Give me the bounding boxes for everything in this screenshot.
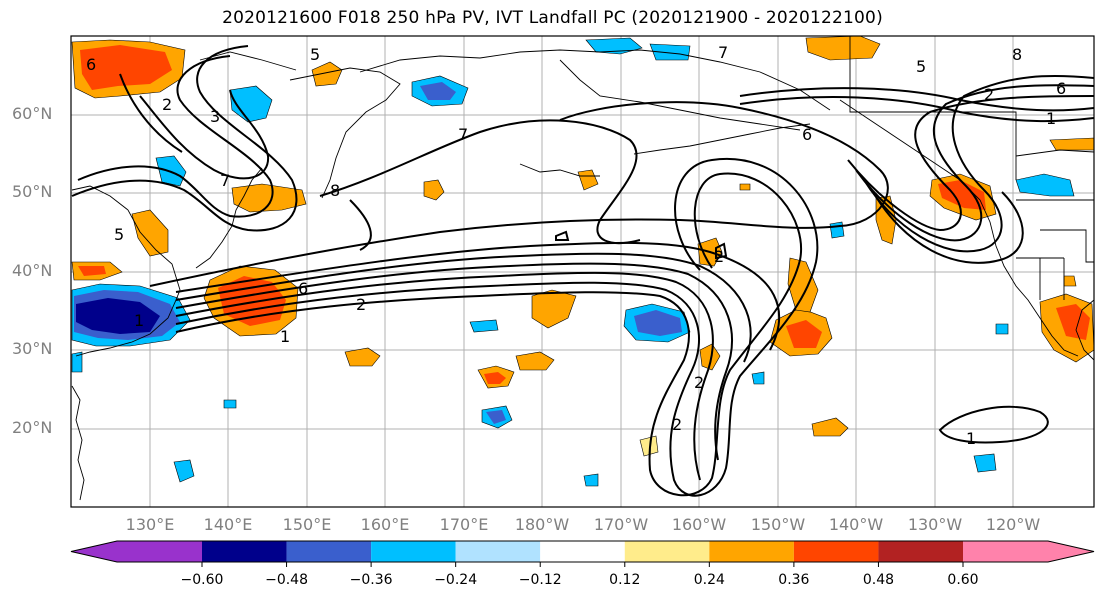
lon-label-140e: 140°E <box>203 515 253 534</box>
contour-label: 5 <box>310 45 320 64</box>
lon-label-130w: 130°W <box>907 515 963 534</box>
contour-label: 6 <box>86 55 96 74</box>
contour-label: 5 <box>114 225 124 244</box>
lon-label-160w: 160°W <box>671 515 727 534</box>
contour-label: 8 <box>330 181 340 200</box>
contour-label: 5 <box>916 57 926 76</box>
contour-label: 2 <box>714 247 724 266</box>
contour-label: 1 <box>1046 109 1056 128</box>
lon-label-150e: 150°E <box>282 515 332 534</box>
colorbar-tick-label: −0.60 <box>180 572 224 588</box>
colorbar-tick-label: 0.36 <box>778 572 810 588</box>
lat-label-40n: 40°N <box>12 261 53 280</box>
contour-label: 6 <box>802 125 812 144</box>
contour-label: 1 <box>280 327 290 346</box>
contour-label: 2 <box>356 295 366 314</box>
colorbar-tick-label: −0.12 <box>518 572 562 588</box>
colorbar-tick-label: −0.24 <box>434 572 478 588</box>
colorbar-tick-label: 0.12 <box>609 572 641 588</box>
contour-label: 2 <box>162 95 172 114</box>
lon-label-170w: 170°W <box>593 515 649 534</box>
contour-label: 2 <box>672 415 682 434</box>
negative-anomaly-fill <box>71 37 1075 487</box>
pv-contours <box>71 45 1094 497</box>
coastlines <box>71 36 1094 501</box>
lon-label-150w: 150°W <box>750 515 806 534</box>
colorbar-tick-label: −0.48 <box>265 572 308 588</box>
contour-label: 6 <box>298 279 308 298</box>
contour-label: 1 <box>966 429 976 448</box>
colorbar-tick-label: 0.48 <box>862 572 895 588</box>
contour-label: 7 <box>458 125 468 144</box>
lon-label-160e: 160°E <box>360 515 410 534</box>
colorbar-tick-label: −0.36 <box>349 572 393 588</box>
colorbar-tick-label: 0.60 <box>947 572 979 588</box>
contour-label: 2 <box>694 373 704 392</box>
lon-label-140w: 140°W <box>828 515 884 534</box>
lat-label-30n: 30°N <box>12 339 53 358</box>
contour-label: 7 <box>718 43 728 62</box>
lon-label-120w: 120°W <box>985 515 1041 534</box>
lat-label-50n: 50°N <box>12 182 53 201</box>
lat-label-60n: 60°N <box>12 104 53 123</box>
map-border <box>70 35 1095 508</box>
contour-label: 8 <box>1012 45 1022 64</box>
contour-label: 7 <box>220 171 230 190</box>
contour-label: 3 <box>210 107 220 126</box>
map-title: 2020121600 F018 250 hPa PV, IVT Landfall… <box>222 8 883 28</box>
contour-label: 1 <box>134 311 144 330</box>
lon-label-130e: 130°E <box>125 515 175 534</box>
contour-label: 6 <box>1056 79 1066 98</box>
lat-label-20n: 20°N <box>12 418 53 437</box>
lon-label-180w: 180°W <box>514 515 570 534</box>
contour-label: 2 <box>984 85 994 104</box>
lon-label-170e: 170°E <box>439 515 489 534</box>
colorbar-tick-label: 0.24 <box>693 572 725 588</box>
contour-labels: 1 2 3 5 6 7 8 2 6 2 1 2 2 1 6 7 5 2 6 1 … <box>86 43 1066 448</box>
